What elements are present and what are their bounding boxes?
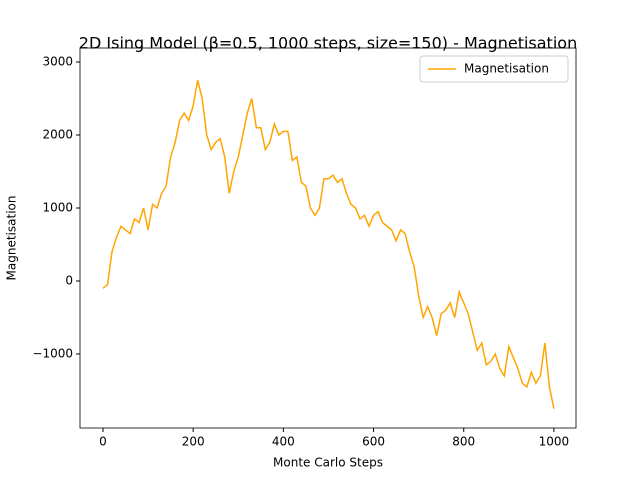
x-tick-label: 600 (362, 435, 385, 449)
legend-box (419, 55, 569, 83)
x-tick-label: 400 (272, 435, 295, 449)
plot-frame (79, 47, 577, 429)
y-tick-label: 2000 (42, 128, 73, 142)
y-tick-label: 0 (65, 273, 73, 287)
y-tick-label: 1000 (42, 201, 73, 215)
x-tick-label: 800 (452, 435, 475, 449)
series-line (102, 80, 555, 409)
x-tick-label: 0 (99, 435, 107, 449)
legend-label: Magnetisation (464, 62, 549, 76)
x-axis-label: Monte Carlo Steps (273, 456, 383, 470)
y-tick-label: −1000 (32, 346, 73, 360)
y-tick-label: 3000 (42, 55, 73, 69)
x-tick-label: 200 (182, 435, 205, 449)
x-tick-label: 1000 (539, 435, 570, 449)
chart-title: 2D Ising Model (β=0.5, 1000 steps, size=… (79, 34, 577, 53)
y-axis-label: Magnetisation (5, 196, 19, 281)
